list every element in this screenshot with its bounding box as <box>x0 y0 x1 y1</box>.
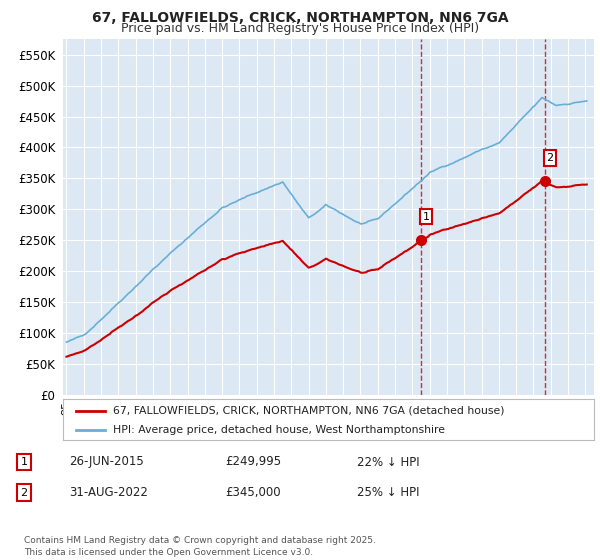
Text: 2: 2 <box>20 488 28 498</box>
Text: 22% ↓ HPI: 22% ↓ HPI <box>357 455 419 469</box>
Text: 31-AUG-2022: 31-AUG-2022 <box>69 486 148 500</box>
Text: 67, FALLOWFIELDS, CRICK, NORTHAMPTON, NN6 7GA (detached house): 67, FALLOWFIELDS, CRICK, NORTHAMPTON, NN… <box>113 405 505 416</box>
Text: 1: 1 <box>422 212 430 222</box>
Text: 26-JUN-2015: 26-JUN-2015 <box>69 455 144 469</box>
Text: Contains HM Land Registry data © Crown copyright and database right 2025.
This d: Contains HM Land Registry data © Crown c… <box>24 536 376 557</box>
Text: 25% ↓ HPI: 25% ↓ HPI <box>357 486 419 500</box>
Text: HPI: Average price, detached house, West Northamptonshire: HPI: Average price, detached house, West… <box>113 424 445 435</box>
Text: 67, FALLOWFIELDS, CRICK, NORTHAMPTON, NN6 7GA: 67, FALLOWFIELDS, CRICK, NORTHAMPTON, NN… <box>92 11 508 25</box>
Text: 1: 1 <box>20 457 28 467</box>
Text: £249,995: £249,995 <box>225 455 281 469</box>
Text: £345,000: £345,000 <box>225 486 281 500</box>
Text: Price paid vs. HM Land Registry's House Price Index (HPI): Price paid vs. HM Land Registry's House … <box>121 22 479 35</box>
Text: 2: 2 <box>547 153 554 163</box>
